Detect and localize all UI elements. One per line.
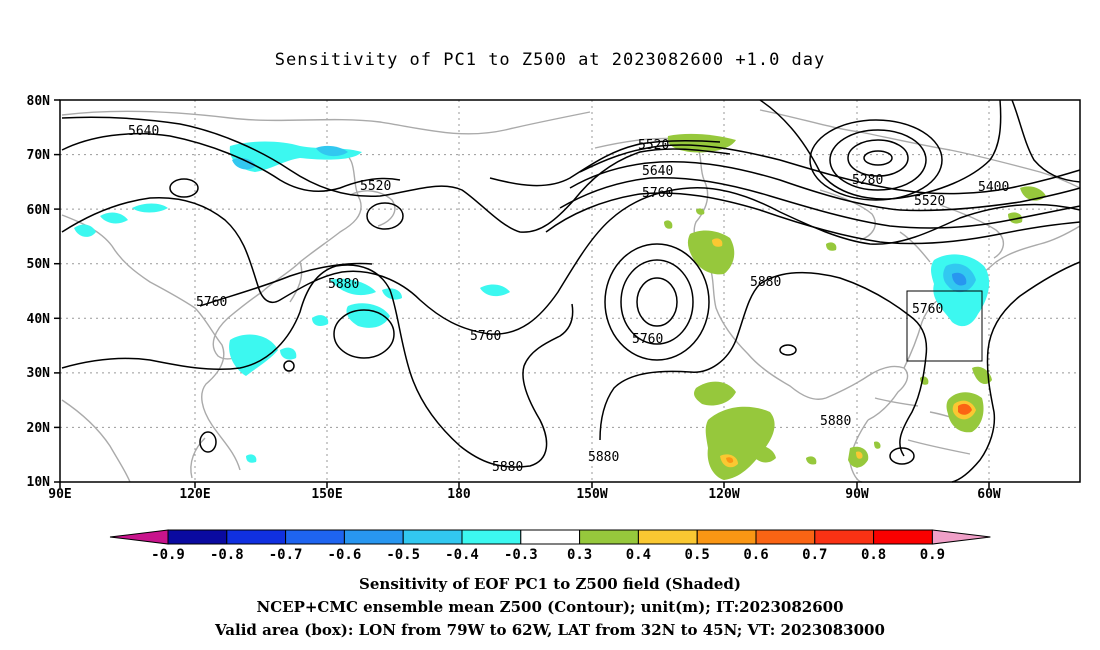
footer-line-1: Sensitivity of EOF PC1 to Z500 field (Sh… bbox=[359, 575, 741, 593]
lon-label: 120W bbox=[708, 487, 739, 502]
contour-label: 5880 bbox=[328, 277, 359, 292]
colorbar-label: -0.3 bbox=[504, 547, 538, 563]
contour-label: 5760 bbox=[632, 332, 663, 347]
lon-label: 60W bbox=[977, 487, 1001, 502]
z500-contours bbox=[61, 99, 1081, 483]
colorbar-high-tip bbox=[931, 529, 991, 545]
negative-sensitivity-shading bbox=[74, 141, 990, 463]
lon-label: 120E bbox=[179, 487, 210, 502]
contour-label: 5520 bbox=[914, 194, 945, 209]
colorbar-swatch bbox=[343, 529, 404, 545]
colorbar-label: -0.5 bbox=[386, 547, 420, 563]
colorbar-swatch bbox=[226, 529, 287, 545]
colorbar-swatch bbox=[461, 529, 522, 545]
contour-label: 5880 bbox=[492, 460, 523, 475]
colorbar-swatch bbox=[755, 529, 816, 545]
lon-label: 150W bbox=[576, 487, 607, 502]
contour-label: 5520 bbox=[360, 179, 391, 194]
colorbar-label: -0.4 bbox=[445, 547, 479, 563]
contour-label: 5760 bbox=[470, 329, 501, 344]
contour-label: 5520 bbox=[638, 138, 669, 153]
colorbar-label: 0.9 bbox=[920, 547, 945, 563]
colorbar-label: 0.5 bbox=[685, 547, 710, 563]
colorbar-swatch bbox=[402, 529, 463, 545]
map-title: Sensitivity of PC1 to Z500 at 2023082600… bbox=[274, 50, 826, 70]
contour-labels: 5640 5520 5760 5880 5520 5640 5760 5760 … bbox=[128, 124, 1009, 475]
contour-label: 5640 bbox=[642, 164, 673, 179]
contour-label: 5760 bbox=[912, 302, 943, 317]
lat-label: 30N bbox=[27, 366, 51, 381]
contour-label: 5880 bbox=[588, 450, 619, 465]
contour-label: 5400 bbox=[978, 180, 1009, 195]
colorbar-swatch bbox=[285, 529, 345, 545]
lat-label: 60N bbox=[27, 203, 51, 218]
colorbar-label: -0.7 bbox=[269, 547, 303, 563]
positive-sensitivity-shading bbox=[664, 133, 1046, 480]
colorbar: -0.9 -0.8 -0.7 -0.6 -0.5 -0.4 -0.3 0.3 0.4 0.5 0.6… bbox=[109, 529, 991, 563]
footer-line-3: Valid area (box): LON from 79W to 62W, L… bbox=[215, 621, 885, 639]
colorbar-label: -0.9 bbox=[151, 547, 185, 563]
contour-label: 5280 bbox=[852, 173, 883, 188]
valid-area-box bbox=[906, 290, 983, 362]
colorbar-swatch bbox=[696, 529, 757, 545]
colorbar-swatch bbox=[873, 529, 933, 545]
colorbar-label: -0.6 bbox=[328, 547, 362, 563]
latitude-labels: 80N 70N 60N 50N 40N 30N 20N 10N bbox=[27, 94, 51, 490]
colorbar-swatch bbox=[579, 529, 639, 545]
lon-label: 180 bbox=[447, 487, 471, 502]
lat-label: 80N bbox=[27, 94, 51, 109]
colorbar-label: 0.4 bbox=[626, 547, 651, 563]
lon-label: 90W bbox=[845, 487, 869, 502]
map-frame bbox=[59, 99, 1081, 483]
colorbar-swatch bbox=[520, 529, 581, 545]
colorbar-swatch bbox=[637, 529, 698, 545]
lat-label: 40N bbox=[27, 312, 51, 327]
lat-label: 70N bbox=[27, 148, 51, 163]
longitude-labels: 90E 120E 150E 180 150W 120W 90W 60W bbox=[48, 487, 1001, 502]
colorbar-label: 0.6 bbox=[743, 547, 768, 563]
colorbar-label: 0.8 bbox=[861, 547, 886, 563]
lon-label: 150E bbox=[311, 487, 342, 502]
contour-label: 5640 bbox=[128, 124, 159, 139]
lat-label: 20N bbox=[27, 421, 51, 436]
footer-line-2: NCEP+CMC ensemble mean Z500 (Contour); u… bbox=[256, 598, 844, 616]
lat-label: 10N bbox=[27, 475, 51, 490]
lat-label: 50N bbox=[27, 257, 51, 272]
lon-label: 90E bbox=[48, 487, 71, 502]
contour-label: 5880 bbox=[750, 275, 781, 290]
colorbar-label: 0.7 bbox=[802, 547, 827, 563]
contour-label: 5880 bbox=[820, 414, 851, 429]
contour-label: 5760 bbox=[642, 186, 673, 201]
contour-label: 5760 bbox=[196, 295, 227, 310]
colorbar-low-tip bbox=[109, 529, 169, 545]
colorbar-label: 0.3 bbox=[567, 547, 592, 563]
colorbar-swatch bbox=[814, 529, 875, 545]
colorbar-swatch bbox=[167, 529, 228, 545]
colorbar-label: -0.8 bbox=[210, 547, 244, 563]
